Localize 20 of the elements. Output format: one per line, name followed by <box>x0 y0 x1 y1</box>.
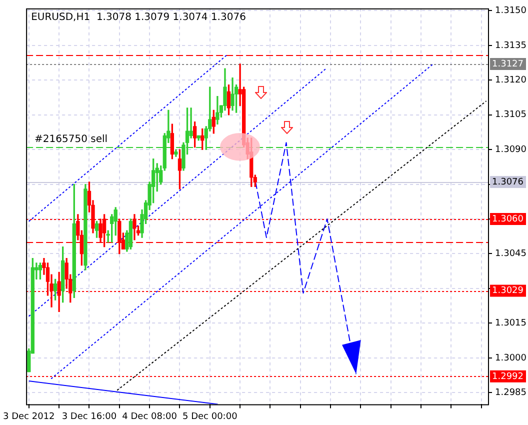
y-tick-label: 1.3015 <box>495 318 526 329</box>
y-tick-label: 1.3045 <box>495 249 526 260</box>
x-tick-label: 3 Dec 2012 <box>3 412 55 422</box>
y-tick-label: 1.3120 <box>495 75 527 86</box>
y-tick-label: 1.3135 <box>495 40 526 51</box>
x-tick-label: 3 Dec 16:00 <box>62 412 117 422</box>
ref-line-label: 1.2992 <box>492 372 524 382</box>
y-tick-label: 1.2985 <box>495 388 526 398</box>
ref-line-label: 1.3076 <box>492 177 524 188</box>
chart-title: EURUSD,H1 1.3078 1.3079 1.3074 1.3076 <box>31 12 246 23</box>
x-tick-label: 4 Dec 08:00 <box>122 412 178 422</box>
ref-line-label: 1.3029 <box>492 286 524 296</box>
annotation: #2165750 sell <box>34 134 108 145</box>
ref-line-label: 1.3060 <box>492 214 524 224</box>
y-tick-label: 1.3000 <box>495 353 527 364</box>
ref-line-label: 1.3127 <box>492 59 524 70</box>
y-tick-label: 1.3090 <box>495 144 527 155</box>
y-tick-label: 1.3105 <box>495 110 526 120</box>
x-tick-label: 5 Dec 00:00 <box>182 412 238 422</box>
y-tick-label: 1.3150 <box>495 6 527 16</box>
